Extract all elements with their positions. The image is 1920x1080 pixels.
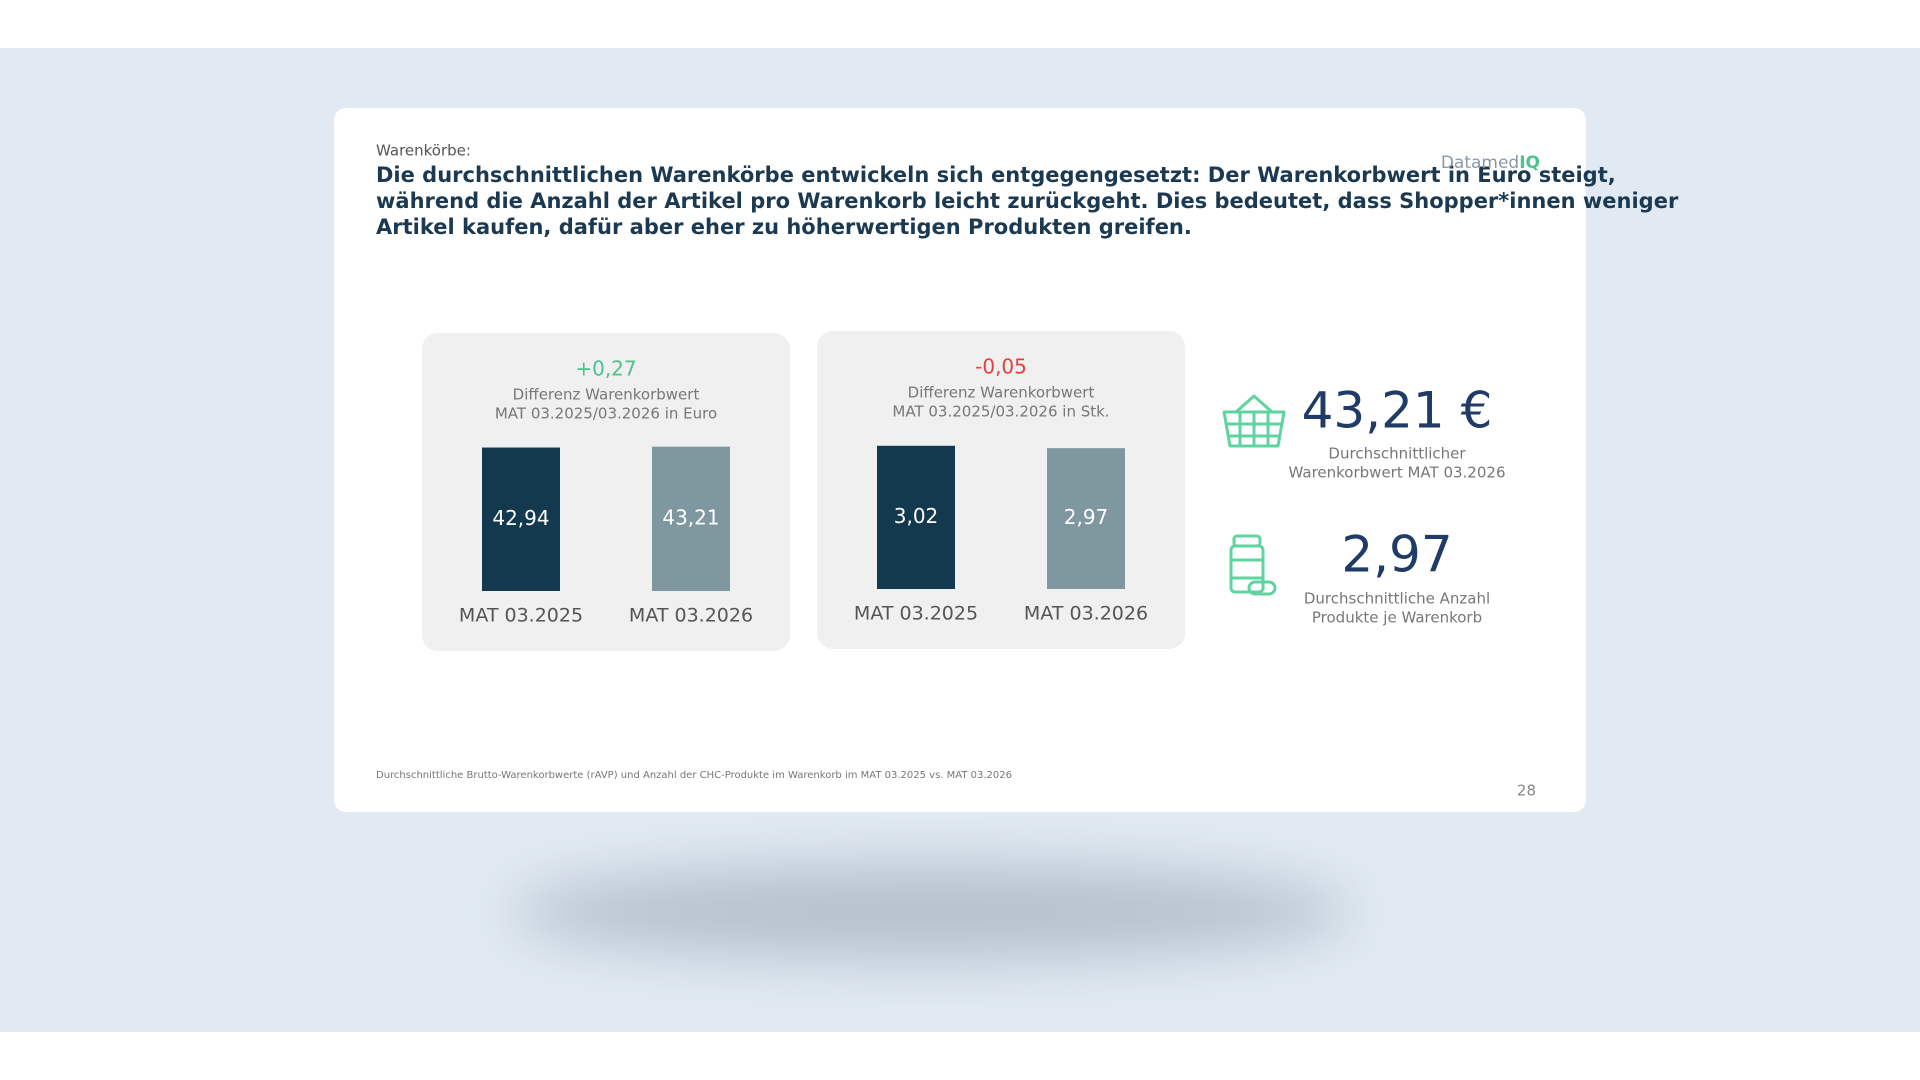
kpi-label: Produkte je Warenkorb [1312, 609, 1482, 627]
title-line: Artikel kaufen, dafür aber eher zu höher… [376, 215, 1192, 239]
category-label: MAT 03.2025 [854, 603, 978, 625]
panel-bg [422, 333, 790, 651]
logo-accent: IQ [1519, 153, 1540, 173]
kpi-label: Durchschnittliche Anzahl [1304, 590, 1490, 608]
logo: DatamedIQ [1441, 153, 1540, 173]
chart-title: +0,27 [575, 357, 636, 381]
section-label: Warenkörbe: [376, 142, 471, 160]
footnote: Durchschnittliche Brutto-Warenkorbwerte … [376, 770, 1012, 781]
panel-bg [817, 331, 1185, 649]
pill-icon [1229, 534, 1277, 596]
value-label: 3,02 [894, 504, 939, 528]
shadow [511, 864, 1351, 960]
chart-title: -0,05 [975, 355, 1027, 379]
kpi-value: 2,97 [1341, 526, 1452, 584]
value-label: 43,21 [662, 505, 719, 529]
kpi-value: 43,21 € [1302, 382, 1493, 440]
page-number: 28 [1517, 782, 1536, 800]
bar [482, 447, 560, 591]
bar [1047, 448, 1125, 589]
bar [877, 445, 955, 589]
category-label: MAT 03.2025 [459, 605, 583, 627]
kpi-label: Durchschnittlicher [1328, 445, 1466, 463]
title-line: während die Anzahl der Artikel pro Waren… [376, 189, 1679, 213]
logo-text: Datamed [1441, 153, 1519, 173]
chart-subtitle: Differenz Warenkorbwert [908, 384, 1095, 402]
chart-subtitle: MAT 03.2025/03.2026 in Euro [495, 405, 717, 423]
category-label: MAT 03.2026 [629, 605, 753, 627]
value-label: 2,97 [1064, 505, 1109, 529]
chart-subtitle: MAT 03.2025/03.2026 in Stk. [892, 403, 1109, 421]
value-label: 42,94 [492, 506, 549, 530]
chart-subtitle: Differenz Warenkorbwert [513, 386, 700, 404]
bar [652, 446, 730, 591]
kpi-label: Warenkorbwert MAT 03.2026 [1289, 464, 1506, 482]
category-label: MAT 03.2026 [1024, 603, 1148, 625]
title-line: Die durchschnittlichen Warenkörbe entwic… [376, 163, 1616, 187]
basket-icon [1222, 394, 1286, 448]
